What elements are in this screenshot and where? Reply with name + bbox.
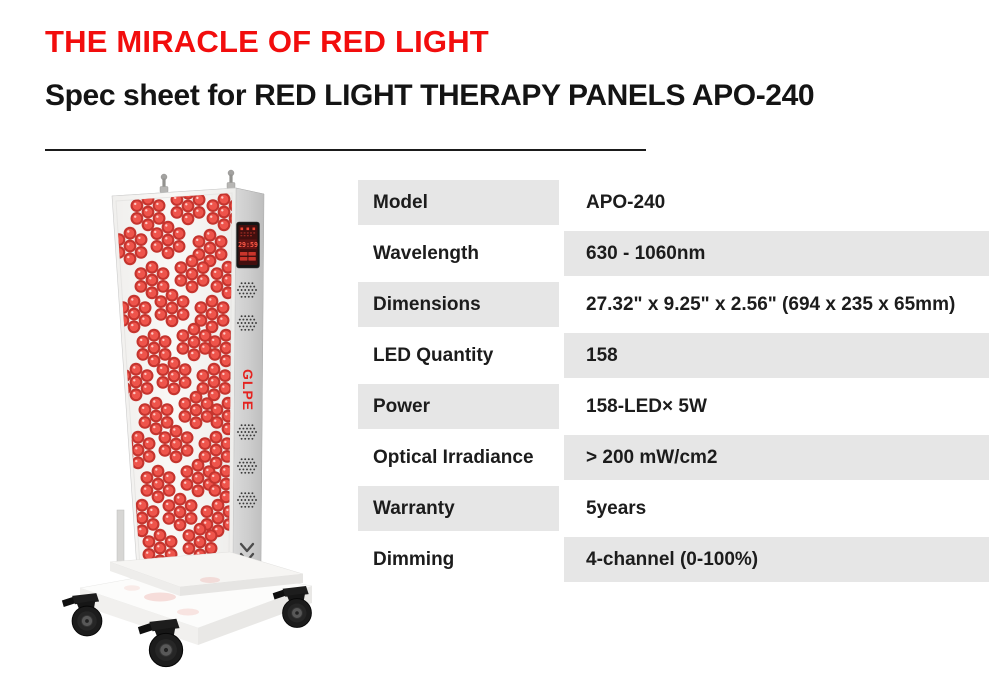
spec-value: 4-channel (0-100%)	[564, 537, 989, 582]
brand-logo: GLPE	[240, 369, 256, 411]
led-reflection	[124, 577, 220, 616]
spec-label: Dimensions	[358, 282, 559, 327]
spec-value: 5years	[586, 497, 647, 519]
spec-value: 158-LED× 5W	[586, 395, 707, 417]
spec-row-dimming: Dimming 4-channel (0-100%)	[358, 537, 989, 582]
red-light-panel-image: 29:59 GLPE	[61, 169, 313, 668]
vent-grid	[237, 282, 257, 508]
spec-label: Warranty	[358, 486, 559, 531]
hanging-hook-icon	[159, 169, 236, 193]
display-time: 29:59	[238, 241, 258, 249]
caster-wheels	[61, 586, 312, 668]
spec-value: > 200 mW/cm2	[564, 435, 989, 480]
spec-label: Wavelength	[373, 242, 479, 264]
spec-label: LED Quantity	[373, 344, 494, 366]
page-tagline: THE MIRACLE OF RED LIGHT	[45, 24, 489, 59]
spec-row-dimensions: Dimensions 27.32" x 9.25" x 2.56" (694 x …	[358, 282, 989, 327]
page-title: Spec sheet for RED LIGHT THERAPY PANELS …	[45, 79, 815, 112]
spec-label: Dimming	[373, 548, 455, 570]
control-display: 29:59	[236, 221, 260, 269]
spec-row-model: Model APO-240	[358, 180, 989, 225]
spec-value: APO-240	[586, 191, 666, 213]
spec-row-wavelength: Wavelength 630 - 1060nm	[358, 231, 989, 276]
spec-row-power: Power 158-LED× 5W	[358, 384, 989, 429]
spec-row-optical-irradiance: Optical Irradiance > 200 mW/cm2	[358, 435, 989, 480]
spec-value: 27.32" x 9.25" x 2.56" (694 x 235 x 65mm…	[586, 293, 956, 315]
led-array	[116, 193, 232, 567]
spec-label: Optical Irradiance	[373, 446, 534, 468]
spec-row-warranty: Warranty 5years	[358, 486, 989, 531]
spec-row-led-quantity: LED Quantity 158	[358, 333, 989, 378]
spec-table: Model APO-240 Wavelength 630 - 1060nm Dimens…	[358, 180, 989, 582]
divider-line	[45, 149, 646, 151]
spec-label: Model	[358, 180, 559, 225]
spec-value: 158	[564, 333, 989, 378]
spec-label: Power	[358, 384, 559, 429]
spec-value: 630 - 1060nm	[564, 231, 989, 276]
